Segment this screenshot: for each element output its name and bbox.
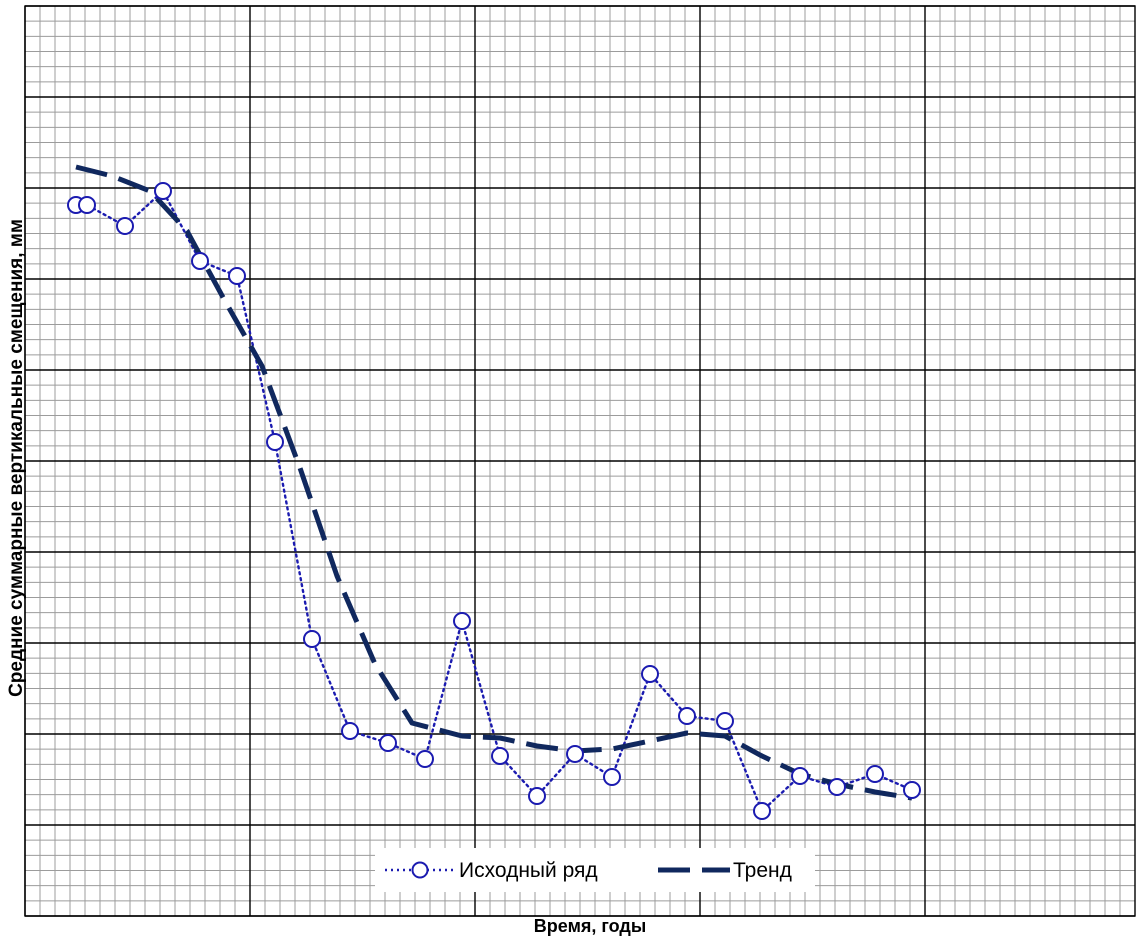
data-point (642, 666, 658, 682)
data-point (229, 268, 245, 284)
legend-label-series-1: Исходный ряд (459, 859, 598, 882)
data-point (567, 746, 583, 762)
data-point (492, 748, 508, 764)
legend: Исходный ряд Тренд (375, 848, 815, 892)
data-point (454, 613, 470, 629)
data-point (79, 197, 95, 213)
legend-label-series-2: Тренд (733, 859, 792, 882)
data-point (267, 434, 283, 450)
data-point (867, 766, 883, 782)
data-point (792, 768, 808, 784)
legend-marker-series-1 (413, 863, 428, 878)
data-point (304, 631, 320, 647)
y-axis-label: Средние суммарные вертикальные смещения,… (0, 0, 35, 916)
data-point (117, 218, 133, 234)
data-point (155, 183, 171, 199)
x-axis-label: Время, годы (0, 916, 1145, 937)
data-point (417, 751, 433, 767)
data-point (829, 779, 845, 795)
data-point (717, 713, 733, 729)
data-point (192, 253, 208, 269)
data-point (529, 788, 545, 804)
data-point (604, 769, 620, 785)
data-point (679, 708, 695, 724)
data-point (380, 735, 396, 751)
series-layer (68, 167, 920, 819)
data-point (754, 803, 770, 819)
series-line-source (76, 191, 912, 811)
data-point (904, 782, 920, 798)
data-point (342, 723, 358, 739)
